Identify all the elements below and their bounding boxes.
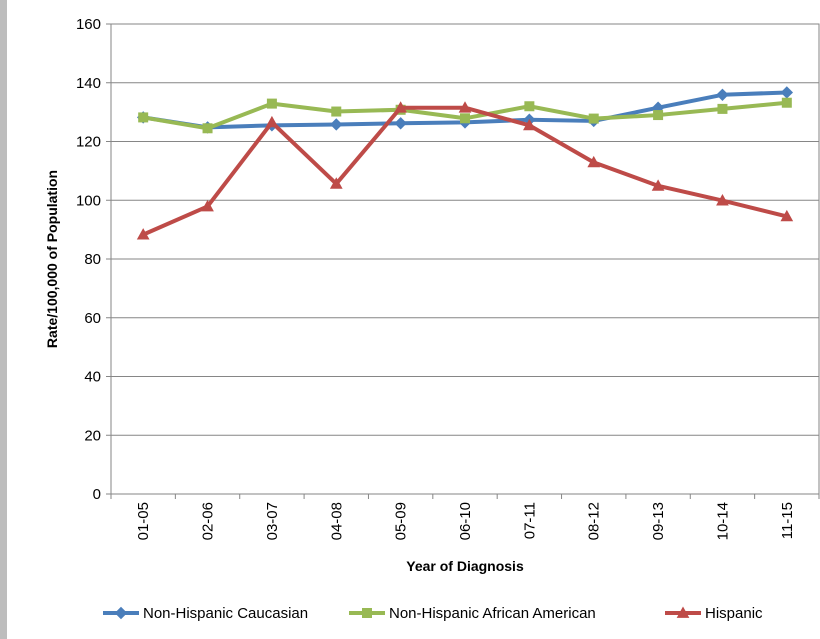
data-point-s2-06-10 — [460, 113, 470, 124]
y-tick-label: 160 — [76, 16, 101, 33]
x-tick-label-08-12: 08-12 — [586, 502, 603, 540]
x-tick-label-01-05: 01-05 — [135, 502, 152, 540]
x-tick-label-10-14: 10-14 — [714, 502, 731, 540]
data-point-s2-09-13 — [653, 110, 664, 121]
legend-label-2: Non-Hispanic African American — [389, 605, 596, 622]
y-tick-label: 40 — [84, 369, 101, 386]
data-point-s3-09-13 — [651, 179, 665, 191]
legend-marker-3 — [676, 606, 690, 618]
y-tick-label: 140 — [76, 75, 101, 92]
legend-label-3: Hispanic — [705, 605, 763, 622]
x-tick-label-02-06: 02-06 — [200, 502, 217, 540]
x-tick-label-07-11: 07-11 — [521, 502, 538, 539]
data-point-s3-05-09 — [394, 101, 407, 113]
legend-marker-1 — [114, 606, 128, 620]
legend-marker-2 — [362, 608, 372, 618]
y-tick-label: 0 — [93, 486, 101, 503]
x-tick-label-06-10: 06-10 — [457, 502, 474, 540]
y-axis-title: Rate/100,000 of Population — [44, 170, 60, 348]
x-tick-label-09-13: 09-13 — [650, 502, 667, 540]
data-point-s2-10-14 — [717, 103, 728, 114]
line-chart: 0 20 40 60 80 100 120 140 160 01-05 02-06 03-07 04-0… — [44, 16, 820, 622]
data-point-s3-07-11 — [523, 118, 536, 131]
data-point-s3-04-08 — [329, 177, 343, 189]
legend-label-1: Non-Hispanic Caucasian — [143, 605, 308, 622]
data-point-s2-07-11 — [524, 101, 535, 112]
data-point-s1-11-15 — [780, 86, 794, 99]
data-point-s2-04-08 — [331, 106, 342, 117]
data-point-s2-03-07 — [266, 98, 277, 109]
data-point-s1-04-08 — [330, 118, 343, 131]
data-point-s3-02-06 — [201, 199, 214, 212]
data-point-s3-10-14 — [716, 194, 729, 206]
x-tick-label-05-09: 05-09 — [393, 502, 410, 540]
data-point-s2-08-12 — [588, 113, 599, 124]
data-point-s2-11-15 — [781, 97, 792, 108]
y-tick-label: 20 — [84, 427, 101, 444]
data-point-s3-11-15 — [780, 209, 794, 222]
y-tick-label: 60 — [84, 310, 101, 327]
x-tick-label-04-08: 04-08 — [328, 502, 345, 540]
x-tick-label-03-07: 03-07 — [264, 502, 281, 540]
x-tick-label-11-15: 11-15 — [779, 502, 796, 539]
y-tick-label: 80 — [84, 251, 101, 268]
y-tick-label: 100 — [76, 192, 101, 209]
data-point-s2-01-05 — [138, 112, 149, 123]
data-point-s1-05-09 — [394, 117, 407, 130]
x-axis-title: Year of Diagnosis — [406, 558, 524, 574]
data-point-s3-06-10 — [458, 101, 472, 113]
data-point-s3-08-12 — [587, 155, 601, 168]
data-point-s1-10-14 — [716, 88, 729, 102]
data-point-s3-01-05 — [136, 228, 150, 240]
y-tick-label: 120 — [76, 134, 101, 151]
data-point-s3-03-07 — [265, 115, 279, 128]
data-point-s2-02-06 — [202, 123, 213, 134]
